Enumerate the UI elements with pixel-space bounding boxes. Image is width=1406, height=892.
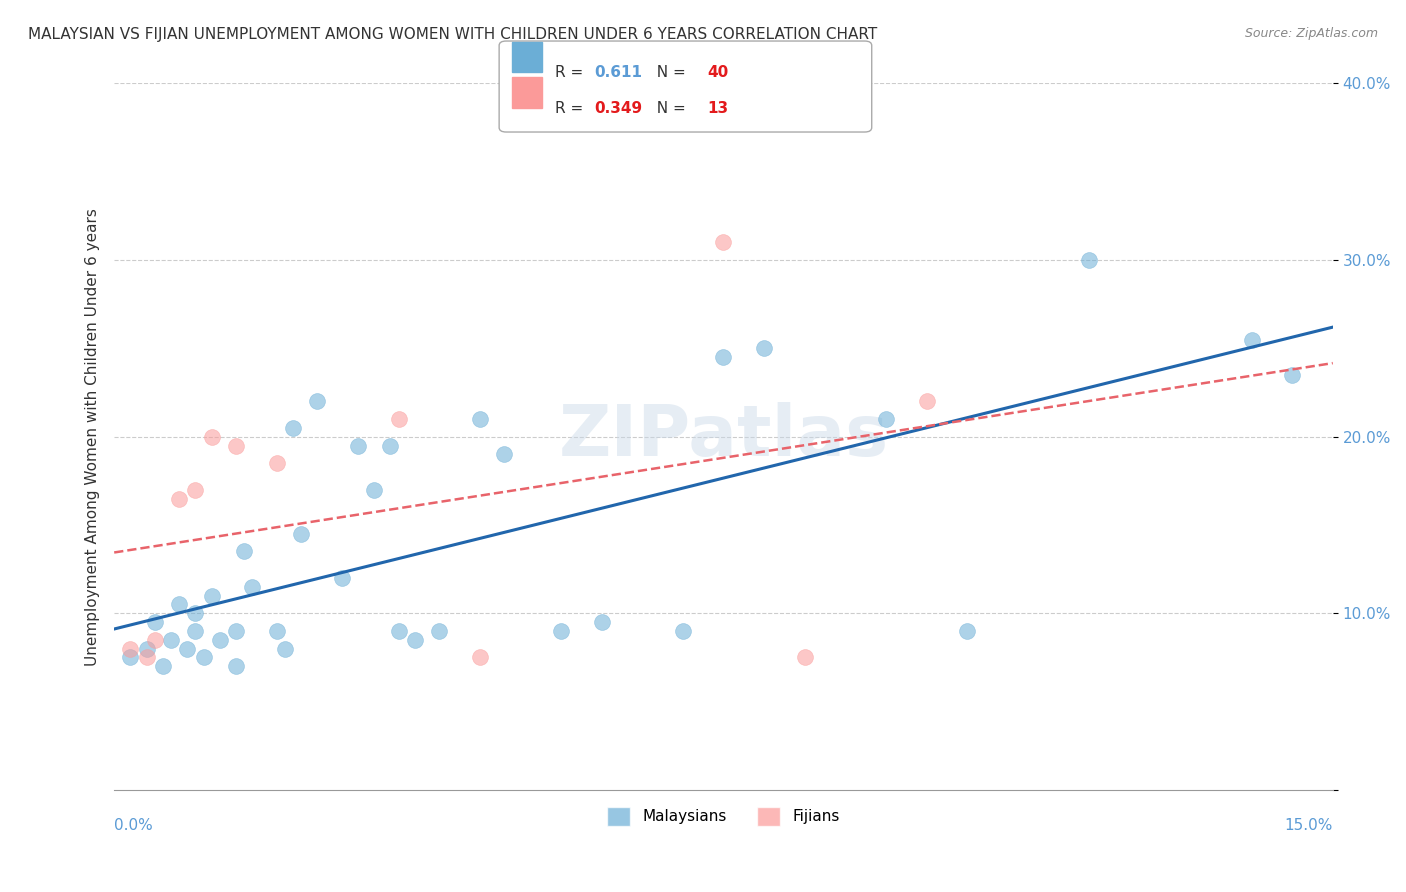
Point <box>225 659 247 673</box>
Point <box>120 641 142 656</box>
Point <box>793 650 815 665</box>
Point <box>1078 253 1101 268</box>
Point <box>167 598 190 612</box>
Point <box>135 650 157 665</box>
Point <box>915 394 938 409</box>
Point <box>184 624 207 638</box>
Point <box>201 430 224 444</box>
Y-axis label: Unemployment Among Women with Children Under 6 years: Unemployment Among Women with Children U… <box>86 208 100 665</box>
Point <box>387 412 409 426</box>
Point <box>550 624 572 638</box>
Point <box>184 483 207 497</box>
Point <box>347 438 370 452</box>
Point <box>240 580 263 594</box>
Point <box>152 659 174 673</box>
Text: 40: 40 <box>707 65 728 80</box>
Point <box>120 650 142 665</box>
Text: 15.0%: 15.0% <box>1285 818 1333 833</box>
Point <box>143 632 166 647</box>
Point <box>1240 333 1263 347</box>
Point <box>330 571 353 585</box>
Point <box>363 483 385 497</box>
Text: 13: 13 <box>707 101 728 116</box>
Text: N =: N = <box>647 101 690 116</box>
Point <box>380 438 402 452</box>
Point <box>387 624 409 638</box>
Point <box>713 350 735 364</box>
Point <box>167 491 190 506</box>
Point <box>468 412 491 426</box>
Point <box>193 650 215 665</box>
Legend: Malaysians, Fijians: Malaysians, Fijians <box>602 801 846 831</box>
Text: N =: N = <box>647 65 690 80</box>
Point <box>208 632 231 647</box>
Point <box>233 544 256 558</box>
Point <box>875 412 897 426</box>
Text: ZIPatlas: ZIPatlas <box>558 402 889 471</box>
Point <box>468 650 491 665</box>
Point <box>225 438 247 452</box>
Point <box>672 624 695 638</box>
Point <box>160 632 183 647</box>
Point <box>307 394 329 409</box>
Text: MALAYSIAN VS FIJIAN UNEMPLOYMENT AMONG WOMEN WITH CHILDREN UNDER 6 YEARS CORRELA: MALAYSIAN VS FIJIAN UNEMPLOYMENT AMONG W… <box>28 27 877 42</box>
Point <box>752 342 775 356</box>
Point <box>281 421 304 435</box>
Point <box>266 624 288 638</box>
Point <box>201 589 224 603</box>
Text: 0.611: 0.611 <box>595 65 643 80</box>
Point <box>266 456 288 470</box>
Text: R =: R = <box>555 65 589 80</box>
Point <box>494 447 516 461</box>
Point <box>404 632 426 647</box>
Point <box>591 615 613 629</box>
Point <box>956 624 979 638</box>
Text: 0.0%: 0.0% <box>114 818 153 833</box>
Point <box>274 641 297 656</box>
Point <box>184 607 207 621</box>
Text: 0.349: 0.349 <box>595 101 643 116</box>
Text: Source: ZipAtlas.com: Source: ZipAtlas.com <box>1244 27 1378 40</box>
Point <box>427 624 450 638</box>
Point <box>225 624 247 638</box>
Text: R =: R = <box>555 101 589 116</box>
Point <box>1281 368 1303 382</box>
Point <box>176 641 198 656</box>
Point <box>135 641 157 656</box>
Point <box>713 235 735 250</box>
Point <box>290 526 312 541</box>
Point <box>143 615 166 629</box>
